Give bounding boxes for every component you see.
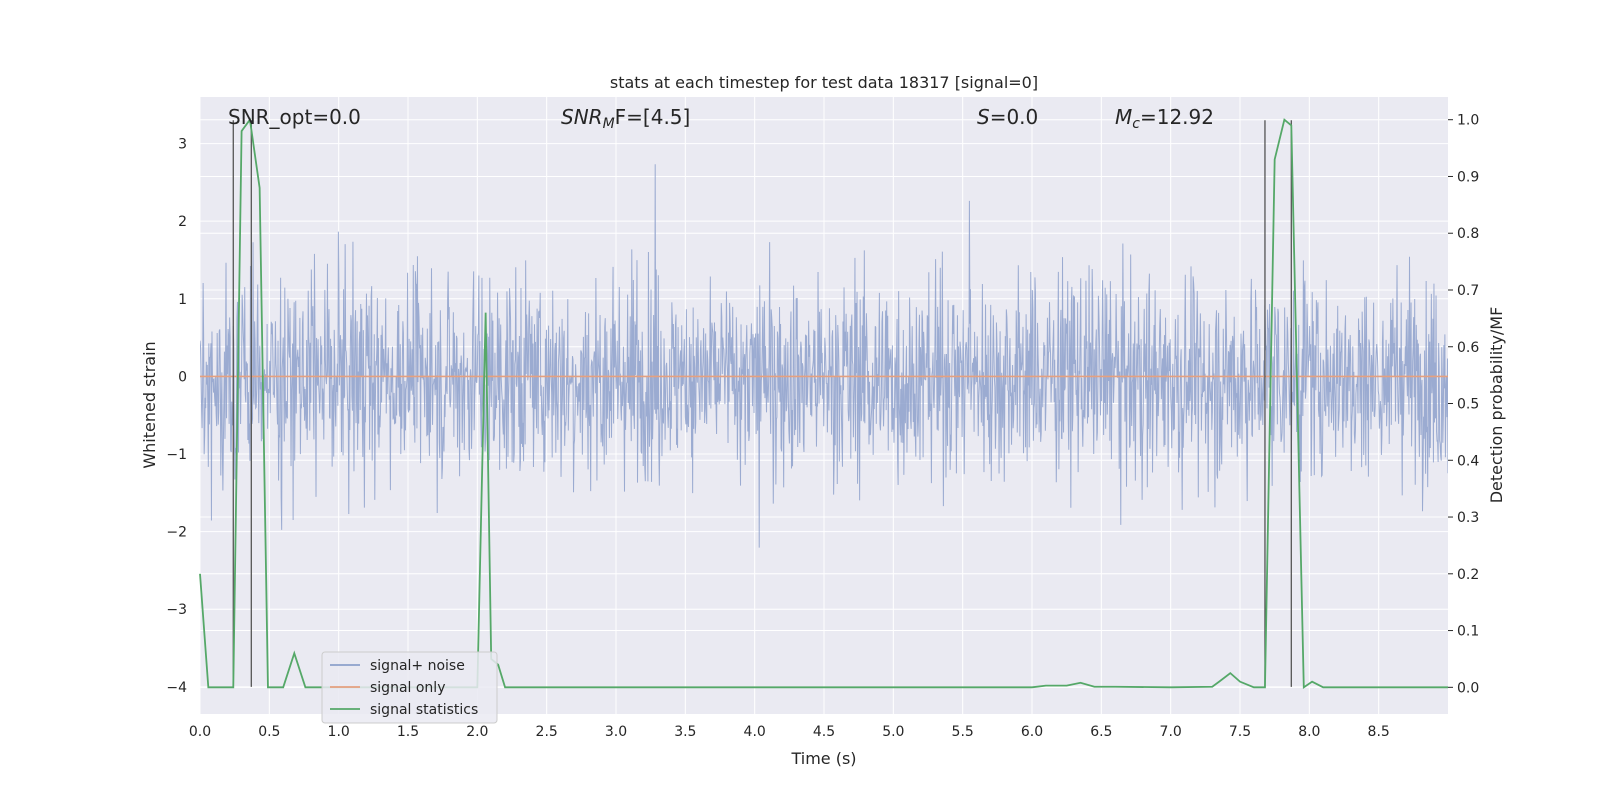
annotation-snr-mf-rest: F=[4.5]	[615, 105, 691, 129]
annotation-mc-sub: c	[1132, 116, 1140, 132]
annotation-mc-main: M	[1115, 105, 1132, 129]
signal-noise-series	[200, 164, 1448, 548]
x-tick-label: 2.5	[536, 724, 558, 740]
x-tick-label: 8.0	[1298, 724, 1320, 740]
x-tick-label: 6.0	[1021, 724, 1043, 740]
legend: signal+ noise signal only signal statist…	[321, 651, 498, 724]
y-tick-label: 1	[178, 292, 187, 308]
y2-tick-label: 0.9	[1457, 169, 1479, 185]
x-tick-label: 4.5	[813, 724, 835, 740]
y-tick-label: −2	[166, 525, 187, 541]
x-tick-label: 2.0	[466, 724, 488, 740]
legend-label-signal-only: signal only	[370, 680, 445, 696]
y2-tick-label: 0.1	[1457, 624, 1479, 640]
y2-tick-label: 0.3	[1457, 510, 1479, 526]
annotation-snr-mf-sub: M	[603, 116, 615, 132]
x-tick-label: 1.5	[397, 724, 419, 740]
x-tick-labels: 0.0 0.5 1.0 1.5 2.0 2.5 3.0 3.5 4.0 4.5 5.0 5.5 6.0 6…	[189, 724, 1390, 740]
annotation-snr-mf: SNRMF=[4.5]	[561, 105, 690, 132]
y-tick-label: −1	[166, 447, 187, 463]
y2-tick-label: 0.7	[1457, 283, 1479, 299]
signal-statistics-series	[199, 117, 1448, 689]
x-tick-label: 5.0	[882, 724, 904, 740]
y-tick-label: −4	[166, 680, 187, 696]
y2-tick-label: 1.0	[1457, 113, 1479, 129]
legend-label-signal-noise: signal+ noise	[370, 658, 465, 674]
y2-tick-labels: 1.0 0.9 0.8 0.7 0.6 0.5 0.4 0.3 0.2 0.1 0.0	[1448, 113, 1479, 696]
x-tick-label: 4.0	[744, 724, 766, 740]
y2-tick-label: 0.6	[1457, 340, 1479, 356]
annotation-snr-mf-main: SNR	[561, 105, 603, 129]
y2-axis-label: Detection probability/MF	[1487, 307, 1506, 504]
x-tick-label: 3.0	[605, 724, 627, 740]
x-tick-label: 0.5	[258, 724, 280, 740]
y-tick-labels: 3 2 1 0 −1 −2 −3 −4	[166, 137, 187, 696]
annotation-s: S=0.0	[977, 105, 1038, 129]
x-tick-label: 1.0	[328, 724, 350, 740]
y-tick-label: 0	[178, 369, 187, 385]
annotation-mc: Mc=12.92	[1115, 105, 1214, 132]
x-axis-label: Time (s)	[790, 749, 856, 768]
vertical-markers	[232, 120, 1292, 687]
y2-tick-label: 0.2	[1457, 567, 1479, 583]
annotation-snr-opt: SNR_opt=0.0	[228, 105, 361, 129]
x-tick-label: 0.0	[189, 724, 211, 740]
y-tick-label: 2	[178, 214, 187, 230]
y2-tick-label: 0.8	[1457, 226, 1479, 242]
y-axis-label: Whitened strain	[140, 341, 159, 468]
x-tick-label: 6.5	[1090, 724, 1112, 740]
legend-label-signal-statistics: signal statistics	[370, 702, 478, 718]
y2-tick-label: 0.5	[1457, 397, 1479, 413]
legend-box	[321, 651, 498, 724]
y2-tick-label: 0.0	[1457, 680, 1479, 696]
y2-tick-label: 0.4	[1457, 453, 1479, 469]
x-tick-label: 7.5	[1229, 724, 1251, 740]
x-tick-label: 3.5	[674, 724, 696, 740]
signal-statistics-line	[199, 117, 1448, 689]
x-tick-label: 7.0	[1160, 724, 1182, 740]
y-tick-label: −3	[166, 602, 187, 618]
annotation-s-rest: =0.0	[990, 105, 1039, 129]
x-tick-label: 8.5	[1368, 724, 1390, 740]
chart-title: stats at each timestep for test data 183…	[610, 73, 1038, 92]
signal-noise-line	[200, 164, 1448, 548]
x-tick-label: 5.5	[952, 724, 974, 740]
annotation-s-main: S	[977, 105, 990, 129]
y-tick-label: 3	[178, 137, 187, 153]
annotation-mc-rest: =12.92	[1140, 105, 1214, 129]
